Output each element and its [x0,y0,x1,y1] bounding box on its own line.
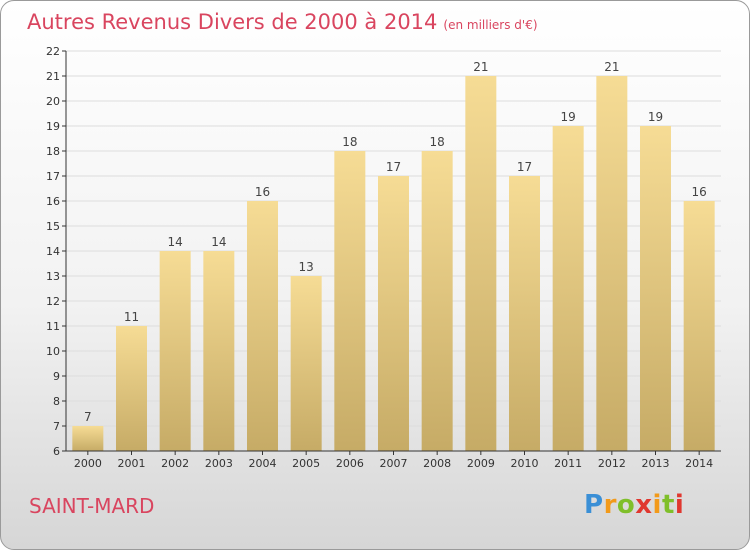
x-tick-label: 2011 [554,457,582,470]
bar-value-label: 14 [211,235,226,249]
bar [290,276,322,451]
y-tick-label: 10 [46,345,60,358]
y-tick-label: 19 [46,120,60,133]
logo-letter: t [661,490,675,520]
y-tick-label: 11 [46,320,60,333]
y-tick-label: 14 [46,245,60,258]
y-tick-label: 6 [53,445,60,458]
bar [683,201,715,451]
x-tick-label: 2009 [467,457,495,470]
logo-letter: i [652,490,662,520]
y-tick-label: 9 [53,370,60,383]
bar [159,251,191,451]
plot-area: 6 7 8 9 10 11 12 13 14 15 16 17 18 19 20 21 22 7 2000 11 200… [46,45,721,470]
logo-letter: i [674,490,685,520]
bar [421,151,453,451]
y-tick-label: 17 [46,170,60,183]
x-tick-label: 2004 [249,457,277,470]
y-tick-label: 18 [46,145,60,158]
y-tick-label: 8 [53,395,60,408]
x-tick-label: 2014 [685,457,713,470]
logo-letter: o [616,490,636,520]
logo-letter: r [603,490,617,520]
bar [72,426,104,451]
y-tick-label: 12 [46,295,60,308]
bar-value-label: 18 [342,135,357,149]
unit-note: (en milliers d'€) [443,18,538,32]
bar-value-label: 19 [648,110,663,124]
x-tick-label: 2013 [642,457,670,470]
bar-value-label: 17 [386,160,401,174]
bar [640,126,671,451]
bar [334,151,366,451]
bar-value-label: 13 [299,260,314,274]
x-tick-label: 2007 [380,457,408,470]
x-tick-label: 2008 [423,457,451,470]
y-tick-label: 22 [46,45,60,58]
bar-value-label: 16 [255,185,270,199]
bar [116,326,147,451]
y-tick-label: 21 [46,70,60,83]
bar-value-label: 19 [561,110,576,124]
bar [203,251,235,451]
y-tick-label: 13 [46,270,60,283]
bar [552,126,584,451]
x-tick-label: 2002 [161,457,189,470]
bar [509,176,540,451]
logo-letter: x [635,490,653,520]
logo-letter: P [584,490,604,520]
bar-value-label: 17 [517,160,532,174]
bar-value-label: 18 [430,135,445,149]
bar-value-label: 11 [124,310,139,324]
proxiti-logo[interactable]: Proxiti [584,490,684,520]
bar-value-label: 21 [473,60,488,74]
x-tick-label: 2012 [598,457,626,470]
x-tick-label: 2001 [118,457,146,470]
title-text: Autres Revenus Divers de 2000 à 2014 [27,10,438,34]
bar-value-label: 14 [168,235,183,249]
bar-value-label: 7 [84,410,92,424]
bar [465,76,497,451]
x-tick-label: 2000 [74,457,102,470]
bar-value-label: 16 [692,185,707,199]
y-tick-label: 7 [53,420,60,433]
bar [378,176,409,451]
bar [596,76,628,451]
x-tick-label: 2006 [336,457,364,470]
chart-title: Autres Revenus Divers de 2000 à 2014 (en … [27,10,538,34]
y-tick-label: 15 [46,220,60,233]
bar [247,201,278,451]
bar-value-label: 21 [604,60,619,74]
x-tick-label: 2010 [511,457,539,470]
x-tick-label: 2003 [205,457,233,470]
y-tick-label: 16 [46,195,60,208]
x-tick-label: 2005 [292,457,320,470]
y-tick-label: 20 [46,95,60,108]
city-name: SAINT-MARD [29,494,155,518]
